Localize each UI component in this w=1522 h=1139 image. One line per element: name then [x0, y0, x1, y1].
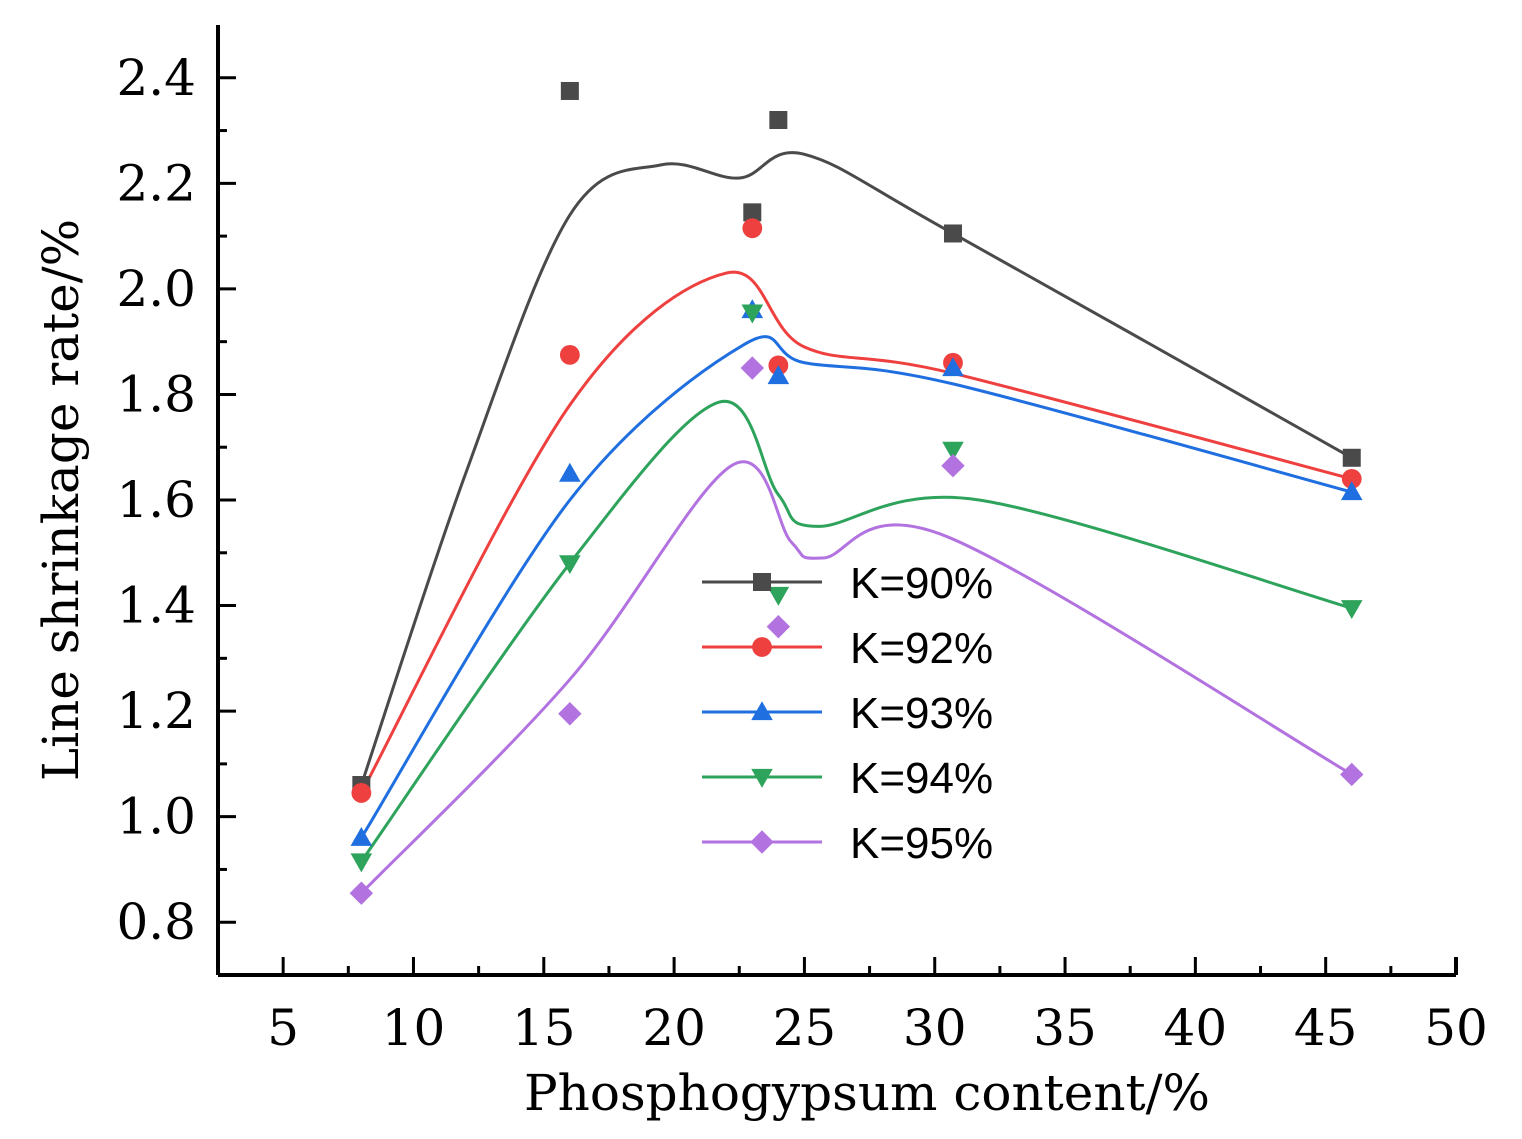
y-tick-label-3: 1.4 [116, 577, 196, 635]
data-point-series-3-1 [559, 555, 581, 575]
data-point-series-0-3 [769, 111, 788, 129]
y-tick-label-4: 1.6 [116, 471, 196, 529]
data-point-series-1-0 [351, 783, 372, 803]
x-tick-label-7: 40 [1164, 999, 1228, 1057]
legend-marker-3 [751, 768, 773, 788]
data-point-series-1-2 [742, 218, 763, 239]
data-point-series-0-5 [1342, 448, 1361, 467]
data-point-series-0-4 [943, 224, 962, 243]
fit-curve-series-1 [360, 270, 1353, 794]
x-tick-label-1: 10 [382, 999, 446, 1057]
data-point-series-1-5 [1341, 468, 1362, 489]
legend-label-0: K=90% [850, 559, 993, 608]
fit-curve-series-4 [360, 460, 1353, 895]
data-point-series-3-2 [741, 304, 764, 324]
y-tick-label-1: 1.0 [116, 788, 196, 846]
data-point-series-0-2 [743, 203, 762, 222]
y-tick-label-6: 2.0 [116, 260, 196, 318]
y-tick-label-2: 1.2 [116, 682, 196, 740]
data-point-series-4-4 [941, 453, 965, 478]
data-point-series-2-1 [559, 462, 581, 482]
legend-label-2: K=93% [850, 689, 993, 738]
data-point-series-4-5 [1340, 762, 1364, 787]
data-point-series-3-5 [1340, 600, 1363, 619]
x-axis-title: Phosphogypsum content/% [524, 1064, 1210, 1122]
y-tick-label-8: 2.4 [116, 49, 196, 107]
fit-curve-series-3 [360, 399, 1353, 863]
data-markers [349, 81, 1364, 905]
data-point-series-3-3 [767, 586, 790, 606]
data-point-series-4-1 [558, 702, 582, 726]
data-point-series-2-5 [1340, 481, 1363, 501]
y-axis-title: Line shrinkage rate/% [32, 219, 90, 781]
data-point-series-2-4 [942, 357, 964, 377]
x-tick-label-5: 30 [903, 999, 967, 1057]
legend-marker-0 [753, 573, 771, 591]
data-point-series-3-4 [942, 441, 964, 461]
x-tick-label-8: 45 [1294, 999, 1358, 1057]
y-tick-label-0: 0.8 [116, 893, 196, 951]
x-tick-label-3: 20 [642, 999, 706, 1057]
x-tick-label-6: 35 [1033, 999, 1097, 1057]
fit-curve-series-0 [359, 151, 1353, 786]
fit-curves [359, 151, 1353, 895]
y-tick-label-5: 1.8 [116, 365, 196, 423]
legend: K=90% K=92% K=93% K=94% K=95% [702, 559, 993, 868]
legend-marker-4 [750, 830, 774, 854]
data-point-series-3-0 [350, 853, 373, 873]
legend-marker-1 [752, 637, 772, 657]
x-tick-label-0: 5 [267, 999, 299, 1057]
data-point-series-4-3 [766, 614, 791, 639]
fit-curve-series-2 [360, 335, 1353, 839]
legend-label-4: K=95% [850, 819, 993, 868]
data-point-series-1-1 [559, 344, 580, 365]
legend-label-1: K=92% [850, 624, 993, 673]
x-tick-label-2: 15 [512, 999, 576, 1057]
axes: 5 10 15 20 25 30 35 40 45 50 0.8 1.0 1.2 1.4 1.6 1.8 2.0… [116, 25, 1488, 1057]
data-point-series-0-1 [560, 81, 579, 100]
y-tick-label-7: 2.2 [116, 154, 196, 212]
data-point-series-2-3 [767, 365, 790, 385]
data-point-series-4-0 [349, 881, 374, 905]
legend-label-3: K=94% [850, 754, 993, 803]
legend-marker-2 [751, 701, 773, 721]
x-tick-label-9: 50 [1424, 999, 1488, 1057]
data-point-series-4-2 [740, 356, 764, 380]
x-tick-label-4: 25 [773, 999, 837, 1057]
data-point-series-2-0 [350, 826, 373, 846]
